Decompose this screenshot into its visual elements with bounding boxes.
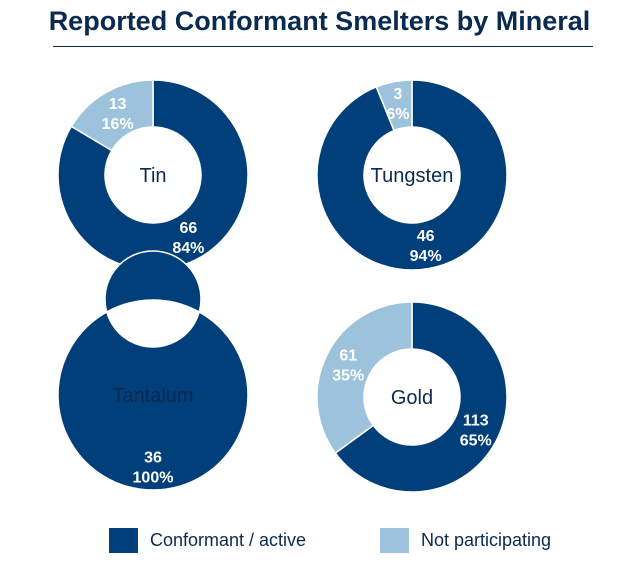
- label-tin-conformant-count: 66: [179, 220, 197, 237]
- label-gold-not-participating-count: 61: [339, 348, 357, 365]
- label-tungsten-not-participating-pct: 6%: [386, 106, 409, 123]
- slice-gold-not-participating: [316, 301, 413, 455]
- slice-tungsten-conformant: [316, 79, 508, 271]
- label-gold-conformant-count: 113: [463, 412, 489, 429]
- legend-swatch-not-participating: [380, 528, 409, 553]
- center-label-tin: Tin: [139, 165, 166, 187]
- center-label-tungsten: Tungsten: [371, 165, 454, 187]
- legend-item-conformant: Conformant / active: [109, 528, 306, 553]
- chart-title: Reported Conformant Smelters by Mineral: [48, 6, 591, 36]
- label-tungsten-conformant-pct: 94%: [410, 248, 442, 265]
- center-label-gold: Gold: [391, 387, 433, 409]
- label-gold-not-participating-pct: 35%: [332, 368, 364, 385]
- label-tantalum-conformant-count: 36: [144, 450, 162, 467]
- label-tin-not-participating-count: 13: [109, 96, 127, 113]
- legend-label-conformant: Conformant / active: [150, 530, 307, 550]
- label-tungsten-not-participating-count: 3: [393, 86, 402, 103]
- legend-item-not-participating: Not participating: [380, 528, 551, 553]
- label-tin-not-participating-pct: 16%: [102, 116, 134, 133]
- slice-gold-conformant: [334, 301, 508, 493]
- slice-tungsten-not-participating: [375, 79, 413, 132]
- label-tin-conformant-pct: 84%: [172, 240, 204, 257]
- label-gold-conformant-pct: 65%: [460, 432, 492, 449]
- center-label-tantalum: Tantalum: [112, 385, 193, 407]
- legend-label-not-participating: Not participating: [421, 530, 552, 550]
- label-tungsten-conformant-count: 46: [417, 228, 435, 245]
- legend-swatch-conformant: [109, 528, 138, 553]
- title-divider: [53, 46, 593, 47]
- label-tantalum-conformant-pct: 100%: [133, 470, 174, 487]
- slice-tantalum-conformant: [57, 250, 249, 491]
- slice-tin-not-participating: [70, 79, 154, 152]
- slice-tin-conformant: [57, 79, 249, 271]
